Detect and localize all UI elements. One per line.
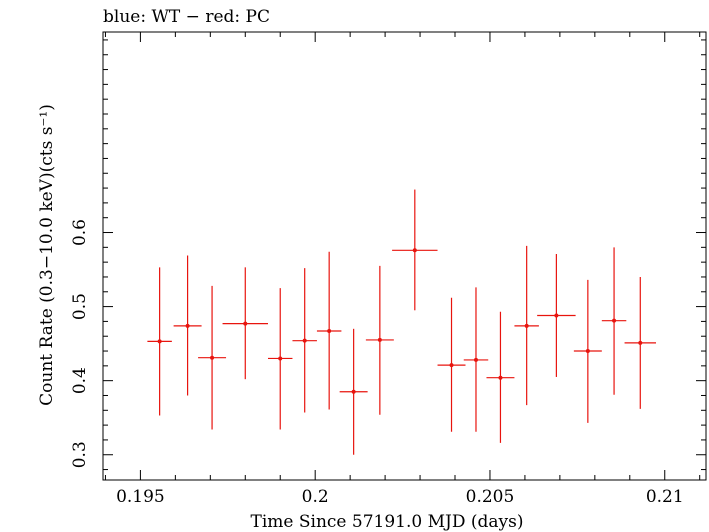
data-point: [624, 276, 657, 409]
data-point: [365, 265, 394, 415]
data-point: [173, 255, 202, 396]
point-marker: [612, 318, 617, 323]
data-point: [437, 297, 466, 432]
point-marker: [210, 355, 215, 360]
data-series: [147, 189, 657, 455]
point-marker: [302, 338, 307, 343]
point-marker: [327, 329, 332, 334]
x-tick-label: 0.21: [646, 487, 684, 507]
point-marker: [449, 363, 454, 368]
point-marker: [524, 323, 529, 328]
y-tick-label: 0.5: [70, 293, 90, 320]
point-marker: [185, 323, 190, 328]
point-marker: [377, 337, 382, 342]
y-tick-label: 0.3: [70, 441, 90, 468]
data-point: [486, 311, 515, 443]
point-marker: [278, 356, 283, 361]
point-marker: [157, 339, 162, 344]
point-marker: [412, 248, 417, 253]
point-marker: [351, 389, 356, 394]
chart-title: blue: WT − red: PC: [103, 7, 270, 27]
data-point: [573, 279, 602, 423]
y-tick-label: 0.6: [70, 219, 90, 246]
data-point: [267, 288, 293, 430]
y-tick-label: 0.4: [70, 367, 90, 394]
x-axis: 0.195 0.2 0.205 0.21: [104, 32, 701, 507]
x-tick-label: 0.2: [302, 487, 329, 507]
x-tick-label: 0.195: [116, 487, 165, 507]
data-point: [601, 247, 627, 395]
point-marker: [473, 357, 478, 362]
x-tick-label: 0.205: [466, 487, 515, 507]
y-axis: 0.3 0.4 0.5 0.6: [70, 39, 706, 471]
plot-frame: [102, 31, 707, 481]
data-point: [222, 267, 268, 380]
point-marker: [638, 340, 643, 345]
data-point: [537, 254, 576, 377]
y-axis-label: Count Rate (0.3−10.0 keV)(cts s⁻¹): [37, 104, 57, 406]
point-marker: [243, 321, 248, 326]
x-axis-label: Time Since 57191.0 MJD (days): [251, 512, 524, 532]
data-point: [147, 267, 172, 416]
point-marker: [554, 313, 559, 318]
data-point: [392, 189, 438, 311]
data-point: [463, 287, 489, 432]
data-point: [198, 285, 227, 430]
data-point: [514, 245, 539, 406]
point-marker: [585, 349, 590, 354]
data-point: [316, 251, 342, 410]
data-point: [292, 268, 317, 413]
point-marker: [498, 375, 503, 380]
data-point: [339, 328, 368, 455]
